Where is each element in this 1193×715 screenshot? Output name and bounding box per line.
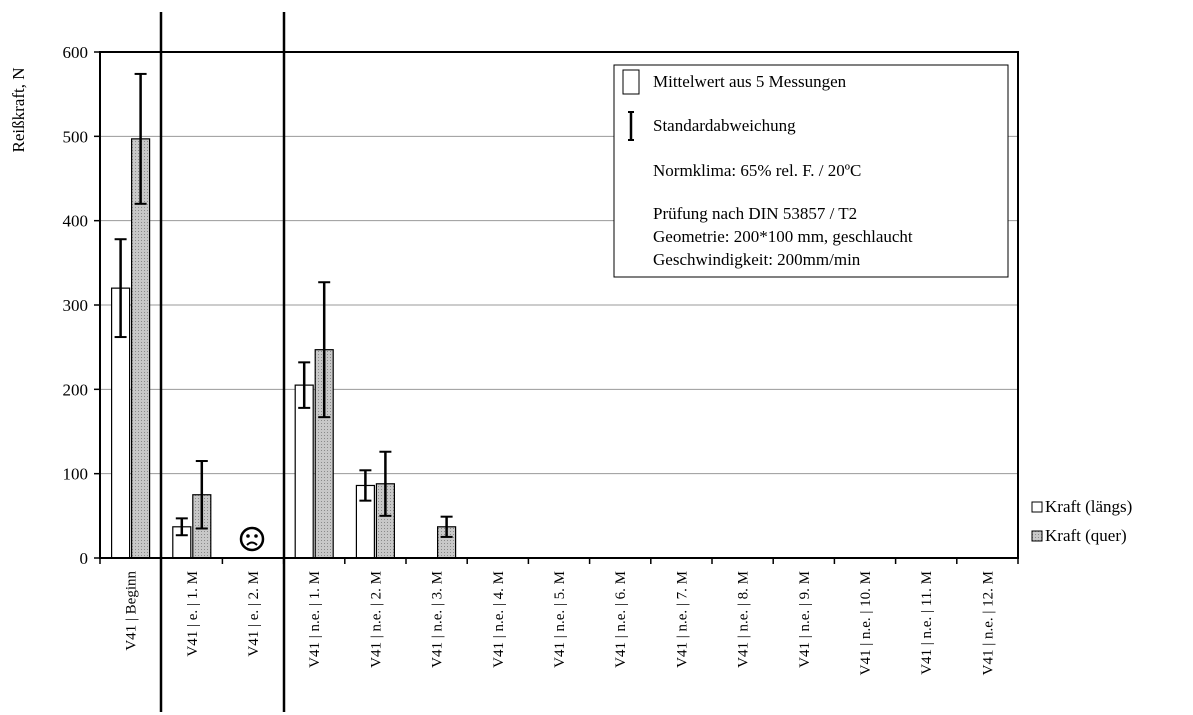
mean-label: Mittelwert aus 5 Messungen <box>653 72 847 91</box>
test-line-3: Geschwindigkeit: 200mm/min <box>653 250 861 269</box>
sad-face-icon <box>239 526 265 552</box>
y-axis: 0 100 200 300 400 500 600 <box>63 43 100 568</box>
mean-swatch <box>622 69 640 95</box>
category-label: V41 | Beginn <box>124 571 140 651</box>
category-label: V41 | n.e. | 11. M <box>919 571 935 675</box>
test-line-1: Prüfung nach DIN 53857 / T2 <box>653 204 857 223</box>
category-label: V41 | e. | 1. M <box>185 571 201 657</box>
legend: Kraft (längs) Kraft (quer) <box>1031 497 1132 545</box>
test-line-2: Geometrie: 200*100 mm, geschlaucht <box>653 227 913 246</box>
error-bar <box>379 450 392 517</box>
error-bar <box>298 361 311 409</box>
y-tick-label: 100 <box>63 465 89 484</box>
y-axis-title: Reißkraft, N <box>9 68 28 153</box>
y-tick-label: 0 <box>80 549 89 568</box>
category-label: V41 | n.e. | 12. M <box>980 571 996 675</box>
error-bars <box>114 72 453 538</box>
error-bar <box>195 460 208 530</box>
legend-swatch-quer <box>1031 530 1043 542</box>
y-tick-label: 400 <box>63 212 89 231</box>
category-label: V41 | n.e. | 2. M <box>368 571 384 668</box>
legend-label-laengs: Kraft (längs) <box>1045 497 1132 516</box>
std-dev-icon <box>628 111 634 141</box>
category-label: V41 | n.e. | 4. M <box>491 571 507 668</box>
category-label: V41 | n.e. | 9. M <box>797 571 813 668</box>
climate-label: Normklima: 65% rel. F. / 20ºC <box>653 161 861 180</box>
y-tick-label: 500 <box>63 127 89 146</box>
x-axis: V41 | Beginn V41 | e. | 1. M V41 | e. | 2.… <box>99 558 1019 675</box>
legend-label-quer: Kraft (quer) <box>1045 526 1127 545</box>
error-bar <box>175 517 188 537</box>
std-label: Standardabweichung <box>653 116 796 135</box>
error-bar <box>114 238 127 339</box>
error-bar <box>440 515 453 538</box>
category-label: V41 | n.e. | 7. M <box>674 571 690 668</box>
category-label: V41 | n.e. | 3. M <box>430 571 446 668</box>
category-label: V41 | n.e. | 8. M <box>736 571 752 668</box>
category-label: V41 | n.e. | 1. M <box>307 571 323 668</box>
y-tick-label: 200 <box>63 380 89 399</box>
category-label: V41 | e. | 2. M <box>246 571 262 657</box>
y-tick-label: 300 <box>63 296 89 315</box>
category-label: V41 | n.e. | 6. M <box>613 571 629 668</box>
category-label: V41 | n.e. | 5. M <box>552 571 568 668</box>
y-tick-label: 600 <box>63 43 89 62</box>
bar-laengs <box>294 384 314 559</box>
category-label: V41 | n.e. | 10. M <box>858 571 874 675</box>
error-bar <box>318 281 331 419</box>
annotation-box: Mittelwert aus 5 Messungen Standardabwei… <box>613 64 1009 278</box>
legend-swatch-laengs <box>1031 501 1043 513</box>
error-bar <box>359 469 372 502</box>
error-bar <box>134 72 147 205</box>
